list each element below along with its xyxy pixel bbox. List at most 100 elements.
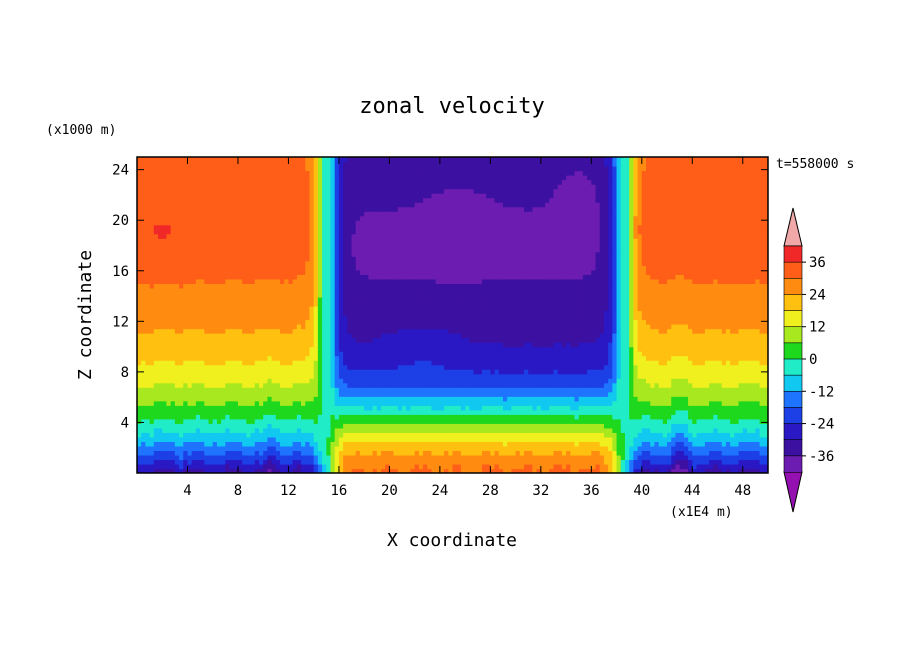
contour-cell <box>191 400 197 406</box>
contour-cell <box>275 427 281 433</box>
contour-cell <box>275 247 281 253</box>
contour-cell <box>162 287 168 294</box>
contour-cell <box>208 188 214 194</box>
contour-cell <box>233 387 239 393</box>
contour-cell <box>309 342 315 348</box>
contour-cell <box>183 296 189 303</box>
contour-cell <box>158 170 163 176</box>
contour-cell <box>301 342 306 348</box>
contour-cell <box>183 409 189 415</box>
contour-cell <box>204 351 210 357</box>
contour-cell <box>258 391 264 397</box>
contour-cell <box>153 260 159 266</box>
contour-cell <box>242 400 247 406</box>
contour-cell <box>225 157 231 163</box>
contour-cell <box>301 197 306 203</box>
contour-cell <box>402 197 407 203</box>
contour-cell <box>137 305 142 312</box>
contour-cell <box>195 409 201 415</box>
contour-cell <box>204 454 210 461</box>
contour-cell <box>359 184 365 190</box>
contour-cell <box>389 387 395 393</box>
contour-cell <box>254 441 260 447</box>
contour-cell <box>292 265 298 271</box>
contour-cell <box>191 301 197 307</box>
contour-cell <box>305 242 311 248</box>
contour-cell <box>212 351 218 357</box>
contour-cell <box>208 292 214 298</box>
contour-cell <box>338 364 344 370</box>
contour-cell <box>141 242 147 248</box>
contour-cell <box>221 161 226 167</box>
contour-cell <box>242 283 247 289</box>
contour-cell <box>141 324 147 330</box>
contour-cell <box>292 260 298 266</box>
contour-cell <box>166 436 172 442</box>
contour-cell <box>359 305 365 312</box>
contour-cell <box>423 450 428 456</box>
contour-cell <box>368 324 374 330</box>
contour-cell <box>237 418 243 424</box>
contour-cell <box>280 468 285 473</box>
contour-cell <box>296 346 302 352</box>
contour-cell <box>317 287 323 294</box>
contour-cell <box>204 396 210 402</box>
contour-cell <box>187 400 193 406</box>
contour-cell <box>326 161 332 167</box>
contour-cell <box>322 211 327 217</box>
contour-cell <box>309 387 315 393</box>
contour-cell <box>237 445 243 452</box>
contour-cell <box>292 409 298 415</box>
contour-cell <box>385 188 390 194</box>
contour-cell <box>137 454 142 461</box>
contour-cell <box>195 450 201 456</box>
contour-cell <box>141 179 147 185</box>
contour-cell <box>275 301 281 307</box>
contour-cell <box>246 292 252 298</box>
contour-cell <box>296 301 302 307</box>
contour-cell <box>216 157 222 163</box>
contour-cell <box>322 269 327 275</box>
contour-cell <box>317 364 323 370</box>
contour-cell <box>309 220 315 226</box>
contour-cell <box>254 166 260 172</box>
contour-cell <box>359 310 365 316</box>
contour-cell <box>305 373 311 379</box>
contour-cell <box>385 224 390 230</box>
contour-cell <box>343 436 348 442</box>
contour-cell <box>267 333 273 339</box>
contour-cell <box>191 215 197 221</box>
contour-cell <box>258 382 264 388</box>
contour-cell <box>191 432 197 438</box>
contour-cell <box>431 328 437 334</box>
contour-cell <box>359 414 365 420</box>
contour-cell <box>410 278 416 284</box>
contour-cell <box>280 387 285 393</box>
contour-cell <box>376 179 382 185</box>
contour-cell <box>322 296 327 303</box>
contour-cell <box>376 364 382 370</box>
contour-cell <box>242 211 247 217</box>
contour-cell <box>317 328 323 334</box>
contour-cell <box>258 166 264 172</box>
contour-cell <box>343 414 348 420</box>
contour-cell <box>402 360 407 366</box>
contour-cell <box>242 328 247 334</box>
contour-cell <box>174 409 180 415</box>
contour-cell <box>406 256 412 262</box>
contour-cell <box>343 427 348 433</box>
contour-cell <box>200 414 205 420</box>
contour-cell <box>263 364 269 370</box>
contour-cell <box>183 396 189 402</box>
contour-cell <box>187 360 193 366</box>
contour-cell <box>141 355 147 361</box>
contour-cell <box>208 378 214 384</box>
contour-cell <box>313 454 319 461</box>
contour-cell <box>322 206 327 212</box>
contour-cell <box>397 157 403 163</box>
contour-cell <box>309 305 315 312</box>
contour-cell <box>187 301 193 307</box>
contour-cell <box>393 328 399 334</box>
contour-cell <box>317 387 323 393</box>
contour-cell <box>162 364 168 370</box>
